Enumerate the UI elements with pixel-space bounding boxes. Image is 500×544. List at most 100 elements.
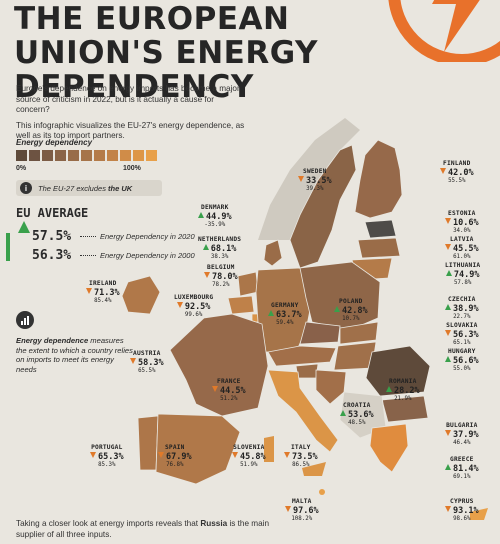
eu-average-2020-value: 57.5% xyxy=(32,229,72,244)
country-label-slovenia: SLOVENIA 45.8% 51.9% xyxy=(232,444,266,469)
down-arrow-icon xyxy=(440,167,446,174)
value-2020: 42.8% xyxy=(334,305,368,316)
country-name: POLAND xyxy=(339,298,363,305)
country-label-greece: GREECE 81.4% 69.1% xyxy=(445,456,479,481)
lightning-bolt-icon xyxy=(388,0,500,62)
value-2000: 22.7% xyxy=(453,313,471,320)
country-name: IRELAND xyxy=(89,280,117,287)
page-title: THE EUROPEAN UNION'S ENERGY DEPENDENCY xyxy=(14,1,318,105)
map-france xyxy=(169,313,269,417)
intro-paragraph-1: Europe's dependence on energy imports ha… xyxy=(16,84,240,114)
country-label-sweden: SWEDEN 33.5% 39.3% xyxy=(298,168,332,193)
value-2020: 67.9% xyxy=(158,451,192,462)
country-label-ireland: IRELAND 71.3% 85.4% xyxy=(86,280,120,305)
value-2000: 34.0% xyxy=(453,227,471,234)
value-2000: 21.9% xyxy=(394,395,412,402)
map-cyprus xyxy=(470,508,488,520)
legend-swatch xyxy=(120,150,131,161)
value-2020: 33.5% xyxy=(298,175,332,186)
value-2000: 98.6% xyxy=(453,515,471,522)
value-2000: 55.0% xyxy=(453,365,471,372)
value-2020: 37.9% xyxy=(445,429,479,440)
country-name: SPAIN xyxy=(164,444,185,451)
country-name: AUSTRIA xyxy=(133,350,161,357)
eu-average-2020: 57.5% Energy Dependency in 2020 xyxy=(32,229,195,244)
country-name: BELGIUM xyxy=(207,264,235,271)
value-2020: 42.0% xyxy=(440,167,474,178)
eu-average-2000-label: Energy Dependency in 2000 xyxy=(100,251,195,260)
map-latvia xyxy=(357,237,401,259)
map-slovenia xyxy=(295,363,319,379)
up-arrow-icon xyxy=(334,305,340,312)
value-2000: 69.1% xyxy=(453,473,471,480)
value-2000: 59.4% xyxy=(276,319,294,326)
country-label-cyprus: CYPRUS 93.1% 98.6% xyxy=(445,498,479,523)
map-croatia xyxy=(315,369,347,405)
legend-swatch xyxy=(133,150,144,161)
country-label-bulgaria: BULGARIA 37.9% 46.4% xyxy=(445,422,479,447)
value-2020: 81.4% xyxy=(445,463,479,474)
intro-text: Europe's dependence on energy imports ha… xyxy=(16,84,246,147)
down-arrow-icon xyxy=(176,301,183,308)
country-label-finland: FINLAND 42.0% 55.5% xyxy=(440,160,474,185)
down-arrow-icon xyxy=(158,451,164,458)
value-2020: 45.8% xyxy=(232,451,266,462)
up-arrow-icon xyxy=(445,269,452,276)
value-2020: 56.6% xyxy=(445,355,479,366)
footer-text: Taking a closer look at energy imports r… xyxy=(16,519,270,539)
value-2000: 10.7% xyxy=(342,315,360,322)
value-2000: 78.2% xyxy=(212,281,230,288)
map-sicily xyxy=(302,462,326,476)
country-label-denmark: DENMARK 44.9% -35.9% xyxy=(198,204,232,229)
value-2000: 55.5% xyxy=(448,177,466,184)
country-label-croatia: CROATIA 53.6% 48.5% xyxy=(340,402,374,427)
country-label-latvia: LATVIA 45.5% 61.0% xyxy=(445,236,479,261)
value-2020: 63.7% xyxy=(268,309,302,320)
legend-swatch xyxy=(107,150,118,161)
map-finland xyxy=(354,139,403,219)
country-label-estonia: ESTONIA 10.6% 34.0% xyxy=(445,210,479,235)
down-arrow-icon xyxy=(232,451,238,458)
down-arrow-icon xyxy=(445,505,451,512)
country-label-slovakia: SLOVAKIA 56.3% 65.1% xyxy=(445,322,479,347)
down-arrow-icon xyxy=(285,505,291,512)
down-arrow-icon xyxy=(86,287,92,294)
legend-swatch xyxy=(81,150,92,161)
country-label-poland: POLAND 42.8% 10.7% xyxy=(334,298,368,323)
value-2000: 65.1% xyxy=(453,339,471,346)
country-label-luxembourg: LUXEMBOURG 92.5% 99.6% xyxy=(174,294,213,319)
legend-swatch xyxy=(29,150,40,161)
down-arrow-icon xyxy=(90,451,96,458)
map-bulgaria xyxy=(381,395,429,423)
value-2000: 38.3% xyxy=(210,253,229,260)
value-2000: 51.9% xyxy=(240,461,258,468)
country-label-portugal: PORTUGAL 65.3% 85.3% xyxy=(90,444,124,469)
country-name: MALTA xyxy=(291,498,312,505)
country-label-belgium: BELGIUM 78.0% 78.2% xyxy=(204,264,238,289)
map-greece xyxy=(369,423,409,473)
value-2020: 74.9% xyxy=(445,269,480,280)
country-name: NETHERLANDS xyxy=(198,236,242,243)
country-name: SLOVENIA xyxy=(233,444,265,451)
value-2020: 28.2% xyxy=(386,385,420,396)
map-netherlands xyxy=(237,271,259,297)
map-austria xyxy=(267,345,337,367)
map-romania xyxy=(365,345,431,397)
value-2020: 53.6% xyxy=(340,409,374,420)
down-arrow-icon xyxy=(284,451,290,458)
country-name: GERMANY xyxy=(271,302,299,309)
eu27-note: i The EU-27 excludes the UK xyxy=(16,180,162,196)
map-norway xyxy=(258,118,360,240)
country-name: ITALY xyxy=(290,444,311,451)
map-sardinia xyxy=(264,436,274,462)
country-name: CYPRUS xyxy=(450,498,474,505)
up-arrow-icon xyxy=(445,355,451,362)
legend-color-scale xyxy=(16,150,157,161)
eu-average-2000: 56.3% Energy Dependency in 2000 xyxy=(32,248,195,263)
country-name: CROATIA xyxy=(343,402,371,409)
country-label-romania: ROMANIA 28.2% 21.9% xyxy=(386,378,420,403)
value-2000: 57.8% xyxy=(453,279,472,286)
definition-text: Energy dependence measures the extent to… xyxy=(16,336,133,374)
value-2020: 65.3% xyxy=(90,451,124,462)
